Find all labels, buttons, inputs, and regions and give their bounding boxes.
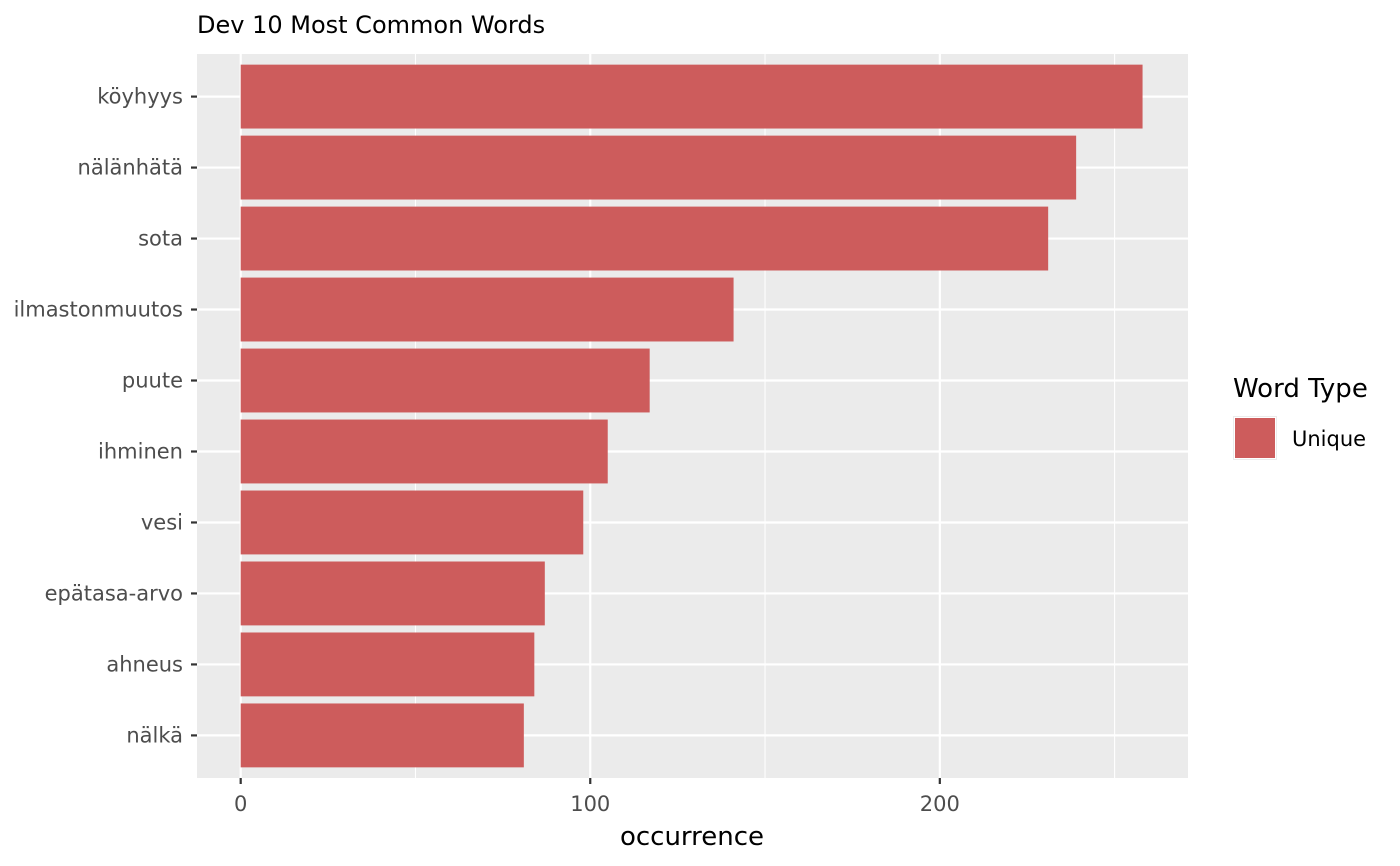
- bar-nälkä: [240, 703, 524, 768]
- legend-title: Word Type: [1233, 374, 1368, 404]
- x-axis: 0 100 200: [234, 778, 960, 816]
- bar-ilmastonmuutos: [240, 277, 734, 342]
- y-tick-label: epätasa-arvo: [45, 581, 183, 605]
- bar-nälänhätä: [240, 135, 1077, 200]
- y-tick-label: nälänhätä: [78, 156, 183, 180]
- y-tick-label: ahneus: [106, 652, 183, 676]
- bar-epätasa-arvo: [240, 561, 545, 626]
- x-tick-label: 0: [234, 792, 247, 816]
- y-tick-label: nälkä: [126, 723, 183, 747]
- bar-köyhyys: [240, 64, 1143, 129]
- legend-label-unique: Unique: [1292, 427, 1366, 451]
- bar-vesi: [240, 490, 584, 555]
- y-tick-label: ihminen: [98, 439, 183, 463]
- chart-title: Dev 10 Most Common Words: [197, 11, 545, 39]
- y-tick-label: sota: [138, 227, 183, 251]
- legend-swatch-unique: [1234, 417, 1276, 459]
- legend: Word Type Unique: [1233, 374, 1368, 460]
- bars: [240, 64, 1143, 768]
- y-tick-label: köyhyys: [97, 85, 183, 109]
- y-tick-label: vesi: [141, 510, 183, 534]
- y-tick-label: puute: [122, 369, 183, 393]
- bar-sota: [240, 206, 1049, 271]
- x-tick-label: 200: [920, 792, 960, 816]
- x-axis-title: occurrence: [620, 822, 764, 852]
- x-tick-label: 100: [570, 792, 610, 816]
- bar-ahneus: [240, 632, 535, 697]
- y-tick-label: ilmastonmuutos: [14, 298, 183, 322]
- bar-ihminen: [240, 419, 608, 484]
- y-axis: köyhyys nälänhätä sota ilmastonmuutos puute i…: [14, 85, 197, 747]
- bar-puute: [240, 348, 650, 413]
